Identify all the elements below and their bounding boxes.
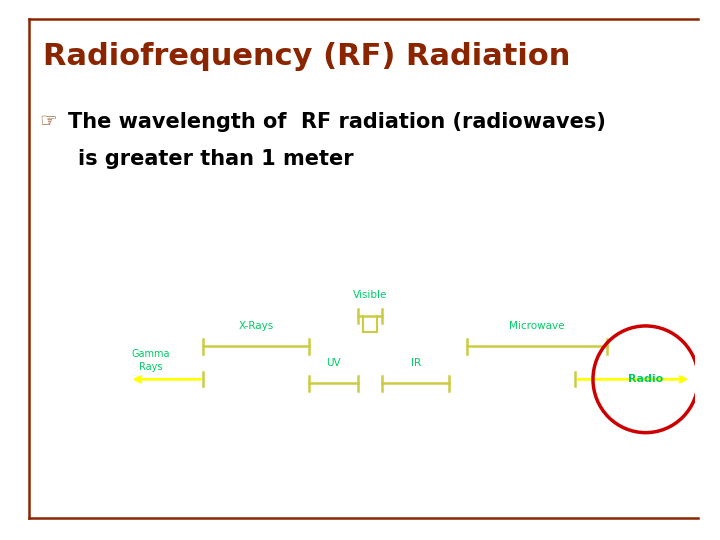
Text: $10^{-11}$: $10^{-11}$: [150, 453, 179, 466]
Text: Wavelength (cm): Wavelength (cm): [360, 471, 461, 484]
Text: Visible: Visible: [353, 291, 387, 300]
Text: X-Rays: X-Rays: [238, 321, 274, 331]
Text: $10^{-3}$: $10^{-3}$: [433, 453, 458, 466]
Text: $10^{-7}$: $10^{-7}$: [292, 453, 318, 466]
Text: Radio: Radio: [628, 374, 663, 384]
Text: The wavelength of  RF radiation (radiowaves): The wavelength of RF radiation (radiowav…: [68, 111, 606, 132]
Text: $10^{3}$: $10^{3}$: [647, 453, 666, 466]
Text: UV: UV: [326, 358, 341, 368]
Text: Microwave: Microwave: [509, 321, 564, 331]
Text: is greater than 1 meter: is greater than 1 meter: [78, 149, 354, 170]
Text: Gamma: Gamma: [131, 349, 170, 359]
Text: $10^{-5}$: $10^{-5}$: [363, 453, 388, 466]
Text: $10^{-9}$: $10^{-9}$: [222, 453, 248, 466]
Text: ☞: ☞: [40, 112, 57, 131]
Text: IR: IR: [410, 358, 420, 368]
Text: $10^{-1}$: $10^{-1}$: [503, 453, 528, 466]
Text: Rays: Rays: [139, 362, 162, 372]
Text: $10$: $10$: [579, 453, 593, 465]
Text: Radiofrequency (RF) Radiation: Radiofrequency (RF) Radiation: [43, 42, 570, 71]
